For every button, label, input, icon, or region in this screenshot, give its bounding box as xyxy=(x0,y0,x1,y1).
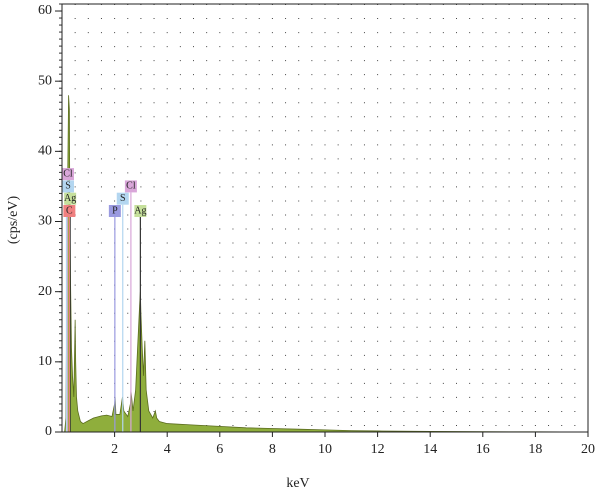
element-box xyxy=(108,205,121,217)
element-box xyxy=(124,180,137,193)
element-box xyxy=(62,168,74,181)
x-tick-label: 10 xyxy=(318,442,332,457)
x-tick-label: 16 xyxy=(476,442,490,457)
y-tick-label: 20 xyxy=(38,284,52,299)
x-tick-label: 14 xyxy=(423,442,437,457)
x-tick-label: 4 xyxy=(164,442,171,457)
x-tick-label: 8 xyxy=(269,442,276,457)
element-label: S xyxy=(65,181,71,192)
y-tick-label: 50 xyxy=(38,73,52,88)
element-label: Ag xyxy=(134,205,146,216)
element-label: Cl xyxy=(126,181,136,192)
element-label: P xyxy=(112,205,118,216)
x-tick-label: 6 xyxy=(216,442,223,457)
x-tick-label: 12 xyxy=(371,442,385,457)
element-box xyxy=(63,205,76,217)
element-label: C xyxy=(66,205,73,216)
element-label: Ag xyxy=(64,193,76,204)
element-label: S xyxy=(120,193,126,204)
y-axis-label: (cps/eV) xyxy=(6,196,21,245)
element-box xyxy=(134,205,147,217)
x-tick-label: 20 xyxy=(581,442,595,457)
x-axis-label: keV xyxy=(286,476,309,491)
y-tick-label: 40 xyxy=(38,144,52,159)
y-tick-label: 0 xyxy=(45,424,52,439)
y-tick-label: 30 xyxy=(38,214,52,229)
element-box xyxy=(62,180,74,193)
element-box xyxy=(64,192,77,205)
y-tick-label: 10 xyxy=(38,354,52,369)
element-box xyxy=(116,192,129,205)
element-label: Cl xyxy=(63,168,73,179)
x-tick-label: 18 xyxy=(528,442,542,457)
y-tick-label: 60 xyxy=(38,3,52,18)
spectrum-area xyxy=(64,95,589,433)
x-tick-label: 2 xyxy=(111,442,118,457)
